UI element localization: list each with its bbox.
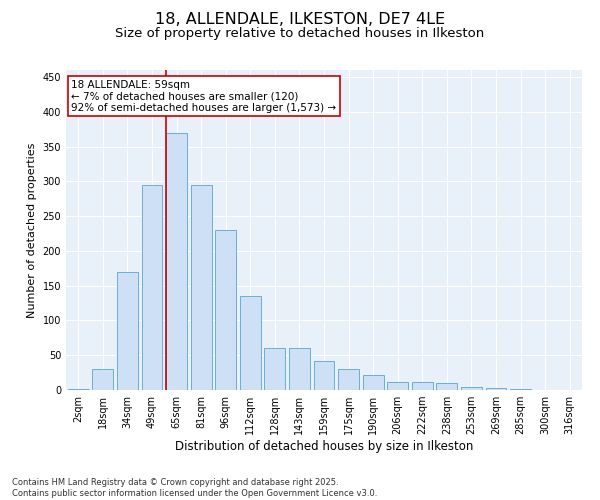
Text: 18 ALLENDALE: 59sqm
← 7% of detached houses are smaller (120)
92% of semi-detach: 18 ALLENDALE: 59sqm ← 7% of detached hou…	[71, 80, 336, 113]
Bar	[362, 374, 383, 390]
Bar	[436, 383, 457, 390]
Bar	[68, 388, 89, 390]
Text: 18, ALLENDALE, ILKESTON, DE7 4LE: 18, ALLENDALE, ILKESTON, DE7 4LE	[155, 12, 445, 28]
Bar	[117, 272, 138, 390]
Text: Size of property relative to detached houses in Ilkeston: Size of property relative to detached ho…	[115, 28, 485, 40]
Bar	[289, 348, 310, 390]
X-axis label: Distribution of detached houses by size in Ilkeston: Distribution of detached houses by size …	[175, 440, 473, 453]
Bar	[215, 230, 236, 390]
Bar	[265, 348, 286, 390]
Bar	[387, 382, 408, 390]
Bar	[142, 185, 163, 390]
Bar	[240, 296, 261, 390]
Bar	[92, 369, 113, 390]
Bar	[461, 386, 482, 390]
Bar	[191, 185, 212, 390]
Bar	[412, 382, 433, 390]
Bar	[314, 361, 334, 390]
Bar	[510, 388, 531, 390]
Y-axis label: Number of detached properties: Number of detached properties	[27, 142, 37, 318]
Text: Contains HM Land Registry data © Crown copyright and database right 2025.
Contai: Contains HM Land Registry data © Crown c…	[12, 478, 377, 498]
Bar	[485, 388, 506, 390]
Bar	[338, 369, 359, 390]
Bar	[166, 132, 187, 390]
